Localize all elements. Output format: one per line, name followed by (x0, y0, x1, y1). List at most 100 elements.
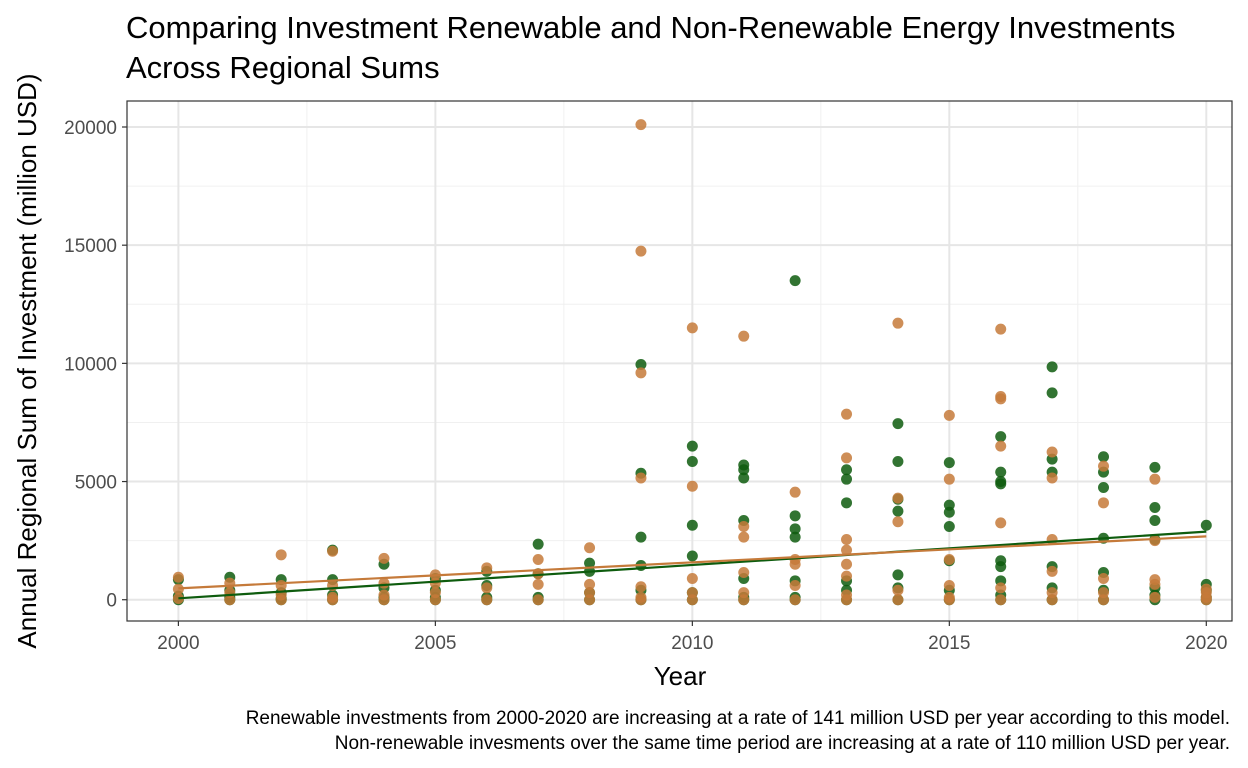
data-point-non-renewable (789, 580, 801, 592)
data-point-renewable (1046, 387, 1058, 399)
caption-line-1: Renewable investments from 2000-2020 are… (246, 708, 1230, 729)
data-point-renewable (738, 464, 750, 476)
data-point-renewable (943, 506, 955, 518)
chart-title-line-1: Comparing Investment Renewable and Non-R… (126, 10, 1175, 45)
x-tick-label: 2015 (928, 633, 970, 654)
data-point-non-renewable (943, 554, 955, 566)
data-point-non-renewable (172, 571, 184, 583)
data-point-renewable (995, 478, 1007, 490)
data-point-non-renewable (1098, 572, 1110, 584)
data-point-renewable (995, 466, 1007, 478)
data-point-non-renewable (738, 567, 750, 579)
data-point-non-renewable (275, 580, 287, 592)
data-point-non-renewable (841, 533, 853, 545)
data-point-non-renewable (635, 245, 647, 257)
chart-title-line-2: Across Regional Sums (126, 50, 440, 85)
data-point-non-renewable (1098, 594, 1110, 606)
data-point-renewable (1098, 451, 1110, 463)
data-point-non-renewable (635, 119, 647, 131)
data-point-non-renewable (841, 558, 853, 570)
data-point-non-renewable (172, 583, 184, 595)
data-point-renewable (738, 472, 750, 484)
trend-line-non-renewable (178, 535, 1207, 590)
data-point-non-renewable (841, 544, 853, 556)
data-point-non-renewable (275, 594, 287, 606)
y-tick-label: 0 (106, 591, 117, 612)
x-axis-title: Year (654, 661, 707, 691)
data-point-renewable (789, 531, 801, 543)
trend-line-renewable (178, 530, 1207, 600)
data-point-non-renewable (789, 486, 801, 498)
y-axis-title: Annual Regional Sum of Investment (milli… (12, 73, 42, 648)
data-point-non-renewable (1098, 497, 1110, 509)
data-point-non-renewable (995, 594, 1007, 606)
data-point-non-renewable (841, 570, 853, 582)
data-point-non-renewable (378, 552, 390, 564)
data-point-non-renewable (841, 452, 853, 464)
y-tick-label: 5000 (75, 473, 117, 494)
data-point-renewable (841, 497, 853, 509)
data-point-non-renewable (378, 577, 390, 589)
data-point-renewable (1149, 461, 1161, 473)
data-point-non-renewable (738, 531, 750, 543)
data-point-non-renewable (275, 549, 287, 561)
data-point-renewable (892, 455, 904, 467)
y-tick-label: 15000 (64, 236, 117, 257)
data-point-renewable (1098, 481, 1110, 493)
data-point-renewable (686, 550, 698, 562)
data-point-non-renewable (943, 409, 955, 421)
data-point-non-renewable (532, 594, 544, 606)
data-point-non-renewable (481, 594, 493, 606)
data-point-non-renewable (532, 554, 544, 566)
data-point-non-renewable (584, 578, 596, 590)
data-point-non-renewable (1046, 446, 1058, 458)
data-point-non-renewable (635, 367, 647, 379)
y-tick-label: 10000 (64, 354, 117, 375)
data-point-non-renewable (892, 584, 904, 596)
data-point-renewable (532, 538, 544, 550)
data-point-non-renewable (1149, 591, 1161, 603)
data-point-non-renewable (635, 594, 647, 606)
x-tick-label: 2005 (414, 633, 456, 654)
data-point-renewable (892, 505, 904, 517)
data-point-non-renewable (943, 594, 955, 606)
data-point-non-renewable (995, 323, 1007, 335)
data-point-renewable (635, 359, 647, 371)
data-point-non-renewable (1098, 460, 1110, 472)
data-point-non-renewable (532, 578, 544, 590)
data-point-non-renewable (635, 472, 647, 484)
data-point-non-renewable (1149, 535, 1161, 547)
data-point-non-renewable (635, 581, 647, 593)
data-point-non-renewable (481, 562, 493, 574)
data-point-renewable (789, 275, 801, 287)
data-point-non-renewable (841, 408, 853, 420)
data-point-non-renewable (943, 580, 955, 592)
data-point-non-renewable (1046, 594, 1058, 606)
data-point-non-renewable (892, 594, 904, 606)
data-point-non-renewable (1046, 472, 1058, 484)
data-point-renewable (686, 519, 698, 531)
data-point-renewable (995, 431, 1007, 443)
data-point-non-renewable (686, 480, 698, 492)
data-point-non-renewable (995, 440, 1007, 452)
data-point-renewable (892, 569, 904, 581)
data-point-non-renewable (686, 322, 698, 334)
data-point-non-renewable (481, 582, 493, 594)
data-point-non-renewable (1149, 473, 1161, 485)
x-tick-label: 2010 (671, 633, 713, 654)
data-point-renewable (995, 561, 1007, 573)
data-point-non-renewable (995, 582, 1007, 594)
data-point-non-renewable (892, 317, 904, 329)
data-point-non-renewable (789, 558, 801, 570)
data-point-renewable (1046, 361, 1058, 373)
data-point-renewable (943, 520, 955, 532)
data-point-renewable (686, 440, 698, 452)
data-point-non-renewable (892, 492, 904, 504)
data-point-non-renewable (327, 594, 339, 606)
caption-line-2: Non-renewable invesments over the same t… (335, 733, 1230, 754)
data-point-non-renewable (429, 577, 441, 589)
data-point-renewable (584, 557, 596, 569)
data-point-renewable (686, 455, 698, 467)
data-point-renewable (1149, 502, 1161, 514)
